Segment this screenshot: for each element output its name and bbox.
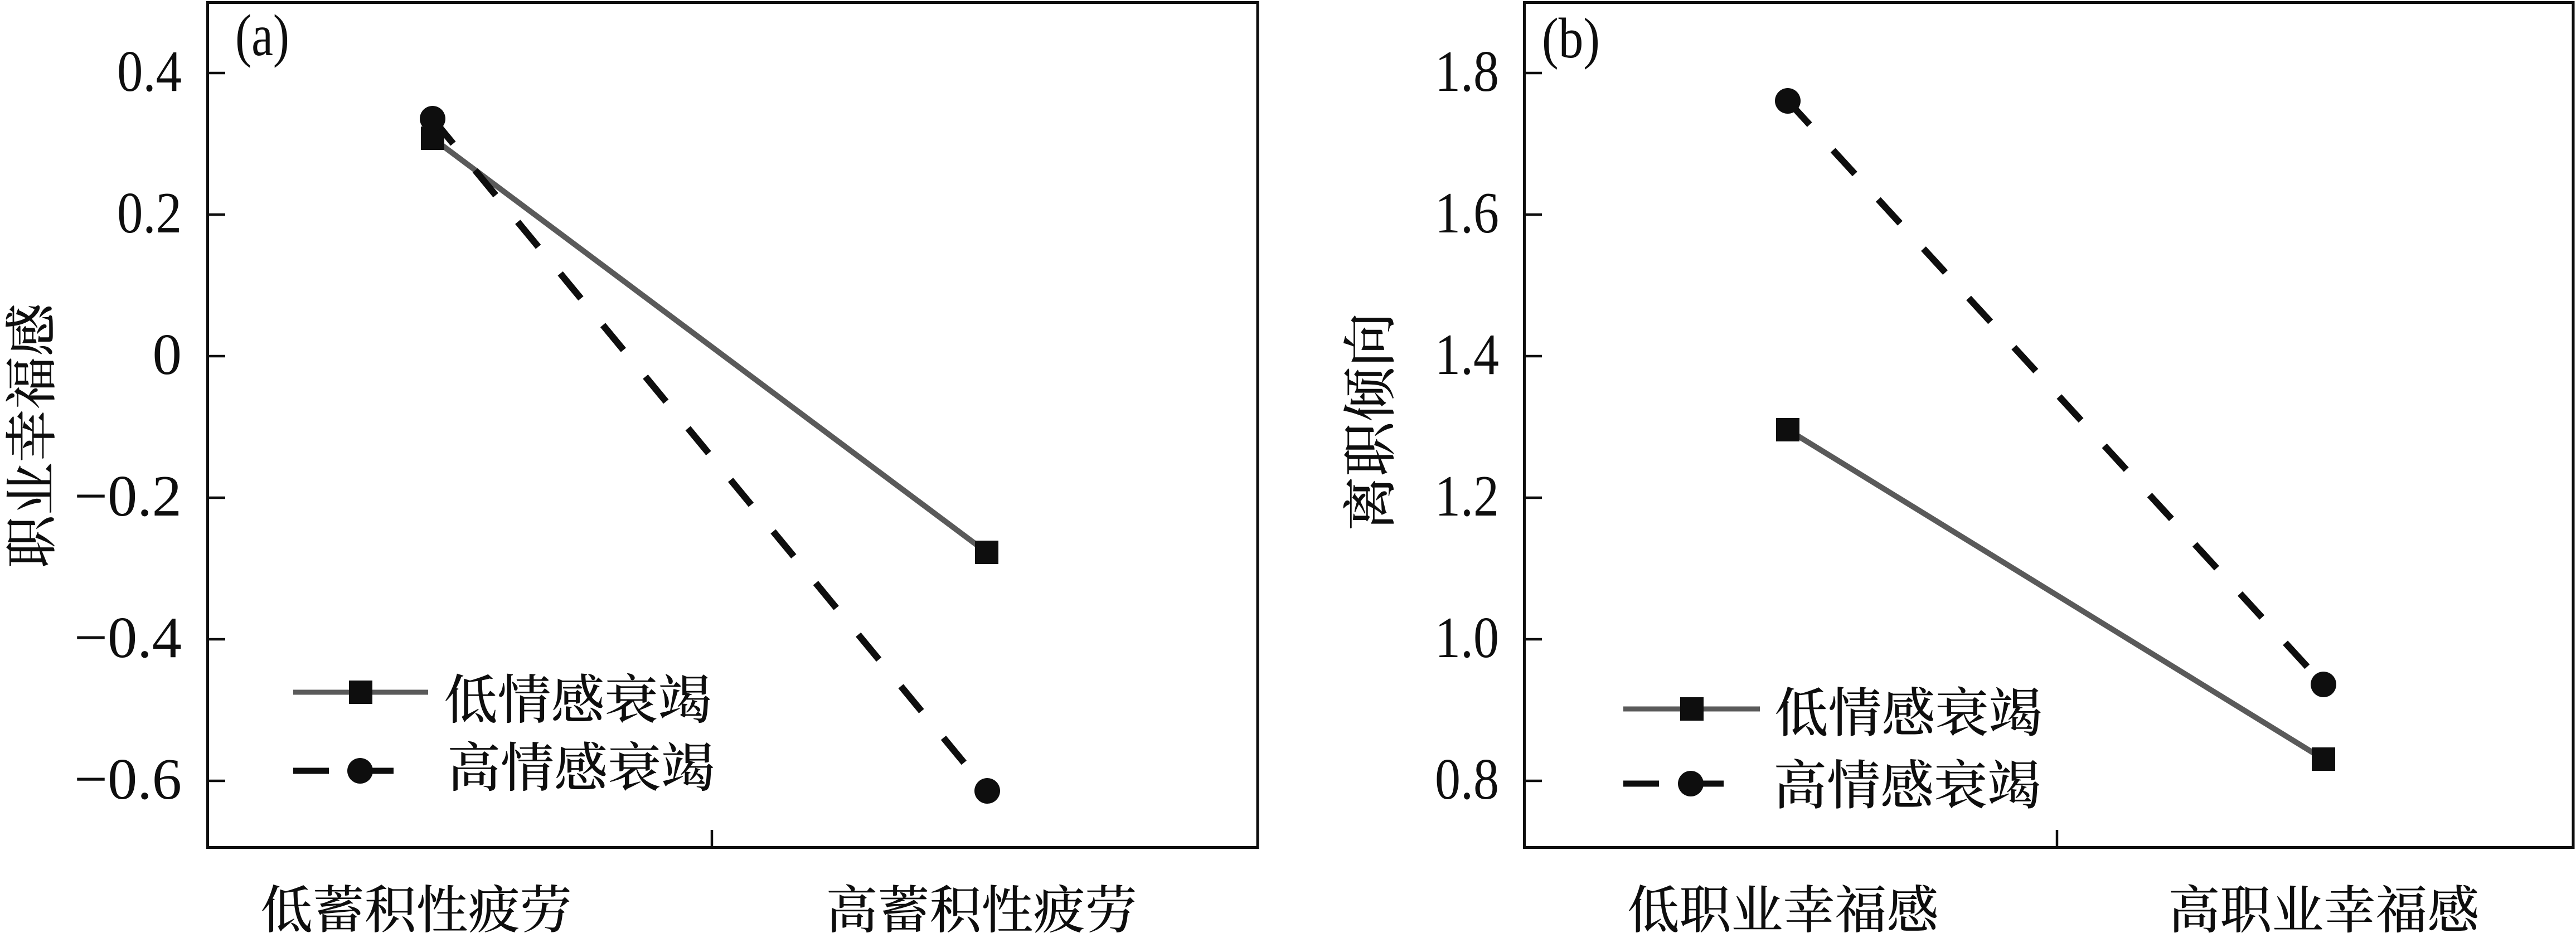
svg-text:−0.2: −0.2	[74, 463, 182, 528]
svg-text:0.4: 0.4	[117, 38, 182, 104]
svg-text:0.8: 0.8	[1435, 746, 1499, 811]
svg-text:−0.6: −0.6	[74, 746, 182, 811]
svg-text:1.2: 1.2	[1435, 463, 1499, 528]
svg-text:1.4: 1.4	[1435, 322, 1499, 387]
svg-text:0: 0	[153, 322, 182, 387]
svg-text:1.6: 1.6	[1435, 180, 1499, 245]
svg-text:0.2: 0.2	[117, 180, 182, 245]
svg-text:−0.4: −0.4	[74, 605, 182, 670]
svg-text:(b): (b)	[1542, 7, 1600, 70]
svg-text:(a): (a)	[235, 3, 289, 68]
svg-text:1.0: 1.0	[1435, 605, 1499, 670]
svg-text:1.8: 1.8	[1435, 38, 1499, 104]
